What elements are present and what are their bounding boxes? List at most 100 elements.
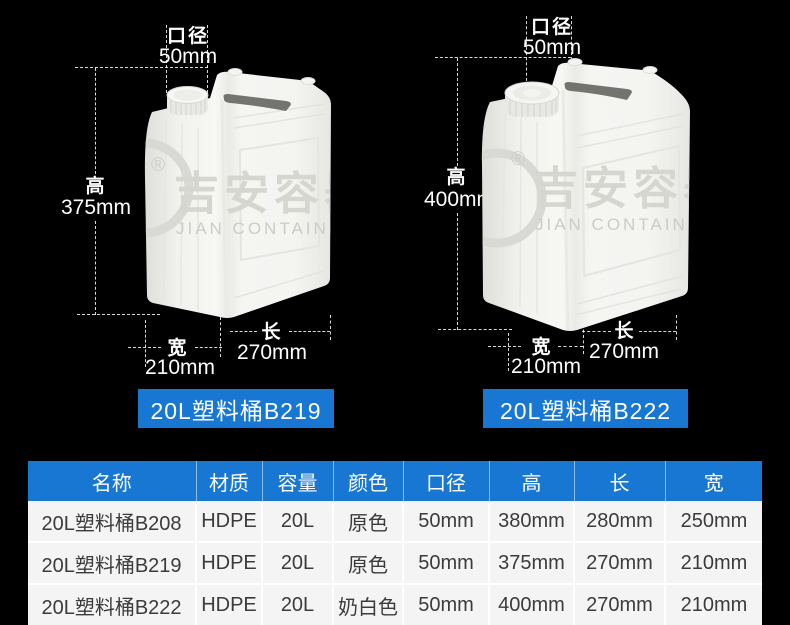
col-header-diameter: 口径 bbox=[403, 461, 490, 501]
width-label: 宽 bbox=[531, 337, 553, 358]
dim-line bbox=[435, 57, 571, 58]
dim-line bbox=[95, 68, 96, 174]
dim-line bbox=[457, 58, 458, 166]
dim-line bbox=[289, 331, 330, 332]
watermark-registered-icon: ® bbox=[511, 149, 525, 170]
spec-cell: 270mm bbox=[573, 584, 666, 625]
jug-panel bbox=[239, 137, 320, 261]
spec-cell: 20L bbox=[261, 501, 334, 543]
spec-cell: HDPE bbox=[195, 542, 263, 585]
dim-line bbox=[526, 16, 527, 86]
dim-line bbox=[145, 320, 146, 367]
jug-vent-nub bbox=[227, 68, 243, 76]
height-value: 400mm bbox=[423, 188, 495, 211]
col-header-height: 高 bbox=[489, 461, 575, 501]
jug-cap bbox=[166, 86, 209, 115]
spec-cell: HDPE bbox=[195, 584, 263, 625]
jug-front-edge bbox=[561, 89, 570, 331]
watermark-logo-circle bbox=[481, 148, 547, 248]
dim-line bbox=[571, 16, 572, 86]
col-header-capacity: 容量 bbox=[262, 461, 334, 501]
dim-line bbox=[582, 331, 611, 332]
watermark-cn: 吉安容器 bbox=[174, 168, 336, 219]
spec-cell: 20L bbox=[261, 584, 334, 625]
height-label: 高 bbox=[85, 176, 107, 197]
spec-table: 名称 材质 容量 颜色 口径 高 长 宽 20L塑料桶B208 HDPE 20L… bbox=[28, 461, 762, 625]
spec-cell: 280mm bbox=[573, 501, 666, 543]
jug-rib-lines bbox=[233, 103, 325, 299]
jug-rib-lines bbox=[574, 113, 684, 316]
dim-line bbox=[330, 315, 331, 340]
jug-panel bbox=[582, 145, 681, 277]
height-value: 375mm bbox=[60, 196, 132, 219]
width-value: 210mm bbox=[144, 356, 216, 379]
spec-cell: 原色 bbox=[332, 501, 404, 543]
col-header-name: 名称 bbox=[28, 461, 197, 501]
jug-front-edge bbox=[220, 99, 228, 318]
watermark-registered-icon: ® bbox=[151, 155, 165, 176]
spec-cell: 20L塑料桶B222 bbox=[28, 584, 197, 625]
spec-cell: 400mm bbox=[488, 584, 575, 625]
dim-line bbox=[438, 329, 512, 330]
spec-cell: 380mm bbox=[488, 501, 575, 543]
dim-line bbox=[230, 331, 257, 332]
dim-line bbox=[128, 347, 161, 348]
col-header-width: 宽 bbox=[665, 461, 762, 501]
table-row: 20L塑料桶B208 HDPE 20L 原色 50mm 380mm 280mm … bbox=[28, 501, 762, 543]
spec-cell: 原色 bbox=[332, 542, 404, 585]
length-label: 长 bbox=[261, 322, 283, 343]
spec-cell: 270mm bbox=[573, 542, 666, 585]
jug-body bbox=[144, 71, 331, 318]
dim-line bbox=[220, 317, 221, 357]
diameter-label: 口径 bbox=[166, 26, 209, 47]
dim-line bbox=[676, 315, 677, 340]
diameter-value: 50mm bbox=[522, 36, 582, 59]
col-header-material: 材质 bbox=[196, 461, 263, 501]
table-row: 20L塑料桶B219 HDPE 20L 原色 50mm 375mm 270mm … bbox=[28, 542, 762, 585]
dim-line bbox=[75, 67, 208, 68]
spec-cell: 375mm bbox=[488, 542, 575, 585]
product-name-plate-b219: 20L塑料桶B219 bbox=[138, 389, 334, 428]
jug-vent-nub bbox=[642, 66, 658, 74]
col-header-length: 长 bbox=[574, 461, 666, 501]
spec-cell: 20L塑料桶B208 bbox=[28, 501, 197, 543]
jerrycan-photo-b222: ® 吉安容器 JIAN CONTAIN bbox=[481, 58, 695, 332]
dim-line bbox=[558, 346, 583, 347]
diameter-label: 口径 bbox=[530, 17, 573, 38]
dim-line bbox=[166, 25, 167, 93]
watermark-en: JIAN CONTAIN bbox=[535, 215, 688, 234]
jug-cap bbox=[504, 81, 560, 117]
jug-vent-nub bbox=[567, 58, 583, 66]
watermark-en: JIAN CONTAINE bbox=[176, 219, 336, 238]
jug-vent-nub bbox=[300, 77, 316, 85]
watermark-logo-circle bbox=[144, 138, 194, 238]
width-label: 宽 bbox=[167, 338, 189, 359]
product-name-plate-b222: 20L塑料桶B222 bbox=[483, 389, 688, 428]
spec-cell: 250mm bbox=[664, 501, 762, 543]
col-header-color: 颜色 bbox=[333, 461, 404, 501]
spec-cell: HDPE bbox=[195, 501, 263, 543]
dim-line bbox=[95, 221, 96, 315]
spec-cell: 奶白色 bbox=[332, 584, 404, 625]
jerrycan-photo-b219: ® 吉安容器 JIAN CONTAINE bbox=[144, 68, 336, 318]
dim-line bbox=[488, 346, 521, 347]
dim-line bbox=[77, 314, 160, 315]
dim-line bbox=[207, 25, 208, 93]
spec-cell: 50mm bbox=[402, 542, 490, 585]
diameter-value: 50mm bbox=[158, 45, 218, 68]
dim-line bbox=[508, 333, 509, 371]
length-label: 长 bbox=[614, 321, 636, 342]
spec-cell: 50mm bbox=[402, 501, 490, 543]
dim-line bbox=[583, 319, 584, 354]
dim-line bbox=[457, 213, 458, 330]
spec-cell: 20L塑料桶B219 bbox=[28, 542, 197, 585]
spec-cell: 50mm bbox=[402, 584, 490, 625]
height-label: 高 bbox=[446, 167, 468, 188]
jug-body bbox=[481, 62, 690, 332]
dim-line bbox=[639, 331, 676, 332]
watermark-cn: 吉安容器 bbox=[533, 163, 695, 214]
jug-handle-hole bbox=[564, 82, 632, 100]
length-value: 270mm bbox=[236, 341, 308, 364]
length-value: 270mm bbox=[588, 340, 660, 363]
